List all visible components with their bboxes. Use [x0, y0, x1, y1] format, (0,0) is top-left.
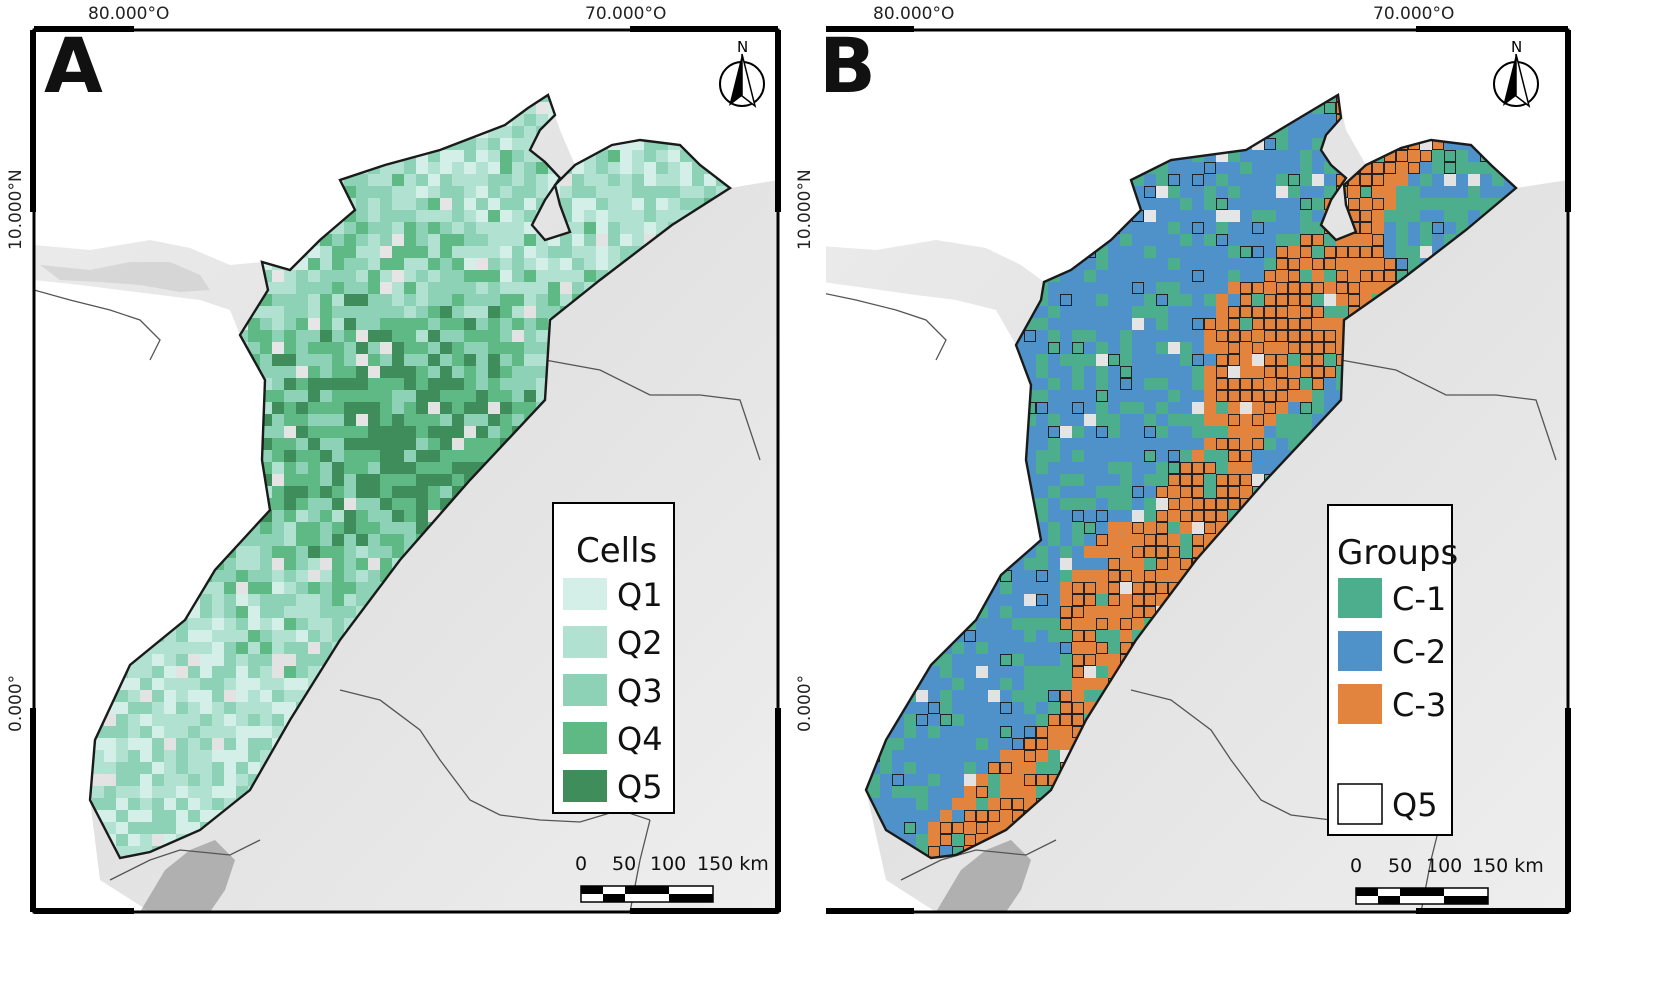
scale-label-50: 50	[1388, 855, 1412, 877]
panel-letter-b: B	[826, 21, 876, 110]
legend-label-c-1: C-1	[1392, 580, 1446, 618]
lat-label-10n: 10.000°N	[6, 169, 26, 250]
legend-label-q1: Q1	[617, 576, 663, 614]
study-region-outline	[88, 93, 733, 860]
lon-label-70w: 70.000°O	[1373, 4, 1454, 24]
lon-label-80w: 80.000°O	[873, 4, 954, 24]
scale-label-100: 100	[1426, 855, 1462, 877]
scale-label-50: 50	[612, 853, 636, 875]
north-label: N	[737, 38, 748, 56]
legend-swatch-q5	[1337, 783, 1383, 825]
map-a-canvas: 80.000°O 70.000°O 10.000°N 0.000° A N Ce…	[6, 4, 781, 914]
legend-a: Cells Q1 Q2 Q3 Q4 Q5	[552, 502, 675, 814]
graticule-ticks-a	[30, 26, 781, 914]
scale-label-150km: 150 km	[697, 853, 769, 875]
scale-bar-b: 0 50 100 150 km	[1350, 855, 1544, 905]
lon-label-80w: 80.000°O	[88, 4, 169, 24]
legend-swatch-c-1	[1338, 578, 1382, 618]
scale-label-100: 100	[650, 853, 686, 875]
study-region-outline	[864, 93, 1518, 860]
legend-label-c-2: C-2	[1392, 633, 1446, 671]
map-a-frame	[32, 28, 780, 914]
legend-label-q3: Q3	[617, 672, 663, 710]
north-arrow-icon: N	[719, 38, 765, 108]
lat-labels-b: 10.000°N 0.000°	[795, 169, 815, 732]
legend-swatch-c-3	[1338, 684, 1382, 724]
map-b-canvas: 80.000°O 70.000°O B N Groups C-1 C-2 C-3 Q…	[826, 4, 1571, 914]
legend-label-q2: Q2	[617, 624, 663, 662]
north-label: N	[1511, 38, 1522, 56]
scale-label-150km: 150 km	[1472, 855, 1544, 877]
scale-bar-a: 0 50 100 150 km	[575, 853, 769, 903]
legend-label-q5: Q5	[617, 768, 663, 806]
map-panel-b: 80.000°O 70.000°O B N Groups C-1 C-2 C-3 Q…	[826, 0, 1666, 1000]
legend-label-q4: Q4	[617, 720, 663, 758]
lat-label-0: 0.000°	[6, 675, 26, 732]
andes-relief	[140, 840, 235, 912]
legend-label-q5: Q5	[1392, 786, 1438, 824]
lat-label-0-b: 0.000°	[795, 675, 815, 732]
legend-swatch-q4	[563, 722, 607, 754]
andes-relief	[936, 840, 1031, 912]
legend-swatch-q5	[563, 770, 607, 802]
scale-label-0: 0	[1350, 855, 1362, 877]
legend-swatch-c-2	[1338, 631, 1382, 671]
legend-title: Groups	[1337, 533, 1458, 573]
legend-swatch-q1	[563, 578, 607, 610]
lon-label-70w: 70.000°O	[585, 4, 666, 24]
legend-swatch-q2	[563, 626, 607, 658]
north-arrow-icon: N	[1493, 38, 1539, 108]
graticule-ticks-b	[826, 26, 1571, 914]
panama-relief	[40, 262, 210, 292]
scale-label-0: 0	[575, 853, 587, 875]
map-panel-a: 80.000°O 70.000°O 10.000°N 0.000° A N Ce…	[6, 4, 781, 914]
map-b-frame	[826, 28, 1570, 914]
legend-b: Groups C-1 C-2 C-3 Q5	[1327, 504, 1458, 836]
lat-label-10n-b: 10.000°N	[795, 169, 815, 250]
legend-swatch-q3	[563, 674, 607, 706]
legend-title: Cells	[576, 531, 657, 571]
panel-letter-a: A	[44, 21, 103, 110]
legend-label-c-3: C-3	[1392, 686, 1446, 724]
